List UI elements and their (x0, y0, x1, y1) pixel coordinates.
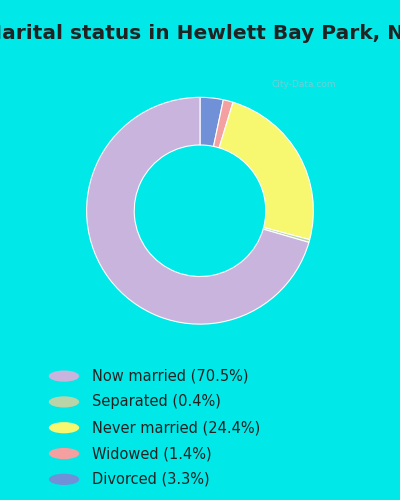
Text: Widowed (1.4%): Widowed (1.4%) (92, 446, 212, 461)
Circle shape (49, 448, 79, 459)
Text: City-Data.com: City-Data.com (272, 80, 336, 90)
Circle shape (49, 422, 79, 434)
Text: Separated (0.4%): Separated (0.4%) (92, 394, 221, 409)
Wedge shape (214, 100, 233, 148)
Wedge shape (219, 102, 313, 240)
Text: Never married (24.4%): Never married (24.4%) (92, 420, 260, 435)
Wedge shape (263, 228, 310, 242)
Text: Divorced (3.3%): Divorced (3.3%) (92, 472, 210, 487)
Wedge shape (200, 98, 223, 146)
Text: Marital status in Hewlett Bay Park, NY: Marital status in Hewlett Bay Park, NY (0, 24, 400, 42)
Text: Now married (70.5%): Now married (70.5%) (92, 368, 248, 384)
Circle shape (49, 370, 79, 382)
Wedge shape (87, 98, 309, 324)
Circle shape (49, 396, 79, 407)
Circle shape (49, 474, 79, 485)
